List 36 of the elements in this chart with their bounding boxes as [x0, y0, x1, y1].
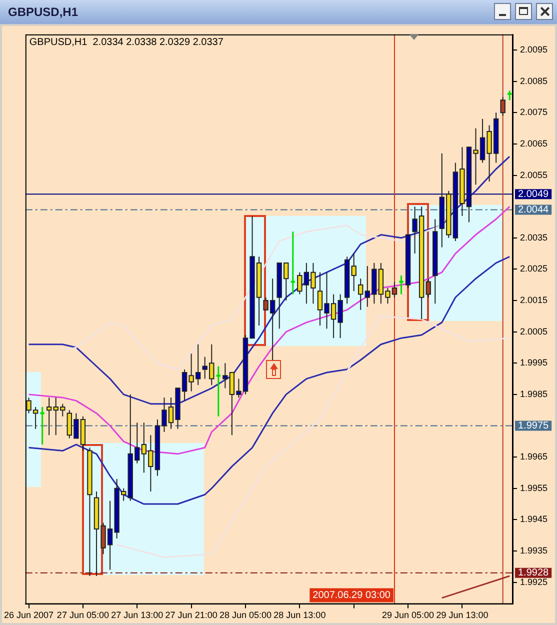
candlestick	[508, 90, 512, 101]
y-tick-label: 2.0095	[520, 44, 548, 55]
y-tick-label: 1.9935	[520, 545, 548, 556]
x-tick-label: 27 Jun 13:00	[111, 610, 164, 620]
candlestick	[399, 274, 404, 296]
y-tick-label: 1.9955	[520, 482, 548, 493]
x-tick-label: 27 Jun 21:00	[165, 610, 218, 620]
y-tick-label: 2.0015	[520, 295, 548, 305]
ref-line-label: 1.9975	[518, 420, 550, 432]
x-tick-label: 29 Jun 13:00	[436, 610, 488, 620]
y-tick-label: 2.0075	[520, 107, 548, 118]
x-tick-label: 27 Jun 05:00	[56, 610, 109, 620]
x-tick-label: 28 Jun 13:00	[274, 610, 326, 620]
y-tick-label: 2.0085	[520, 76, 548, 86]
candlestick	[290, 230, 295, 296]
y-tick-label: 2.0055	[520, 170, 548, 180]
y-tick-label: 2.0035	[520, 232, 548, 242]
annotation: GBPUSD,H1 2.0334 2.0338 2.0329 2.0337	[29, 37, 224, 48]
y-tick-label: 1.9985	[520, 388, 548, 399]
y-tick-label: 2.0065	[520, 138, 548, 148]
y-tick-label: 1.9925	[520, 576, 548, 587]
candlestick	[216, 366, 220, 418]
x-tick-label: 29 Jun 05:00	[382, 610, 434, 620]
chart-title: GBPUSD,H1	[8, 5, 78, 19]
y-tick-label: 1.9945	[520, 514, 548, 524]
ref-line-label: 1.9928	[518, 568, 550, 579]
y-tick-label: 1.9965	[520, 452, 548, 462]
ref-line-label: 2007.06.29 03:00	[312, 590, 391, 601]
ref-line-label: 2.0044	[518, 204, 550, 216]
y-tick-label: 2.0005	[520, 326, 548, 336]
y-tick-label: 1.9995	[520, 358, 548, 368]
x-tick-label: 28 Jun 05:00	[219, 610, 272, 620]
y-tick-label: 2.0025	[520, 264, 548, 274]
candlestick	[40, 406, 44, 446]
ref-line-label: 2.0049	[518, 188, 550, 200]
x-tick-label: 26 Jun 2007	[4, 610, 54, 620]
